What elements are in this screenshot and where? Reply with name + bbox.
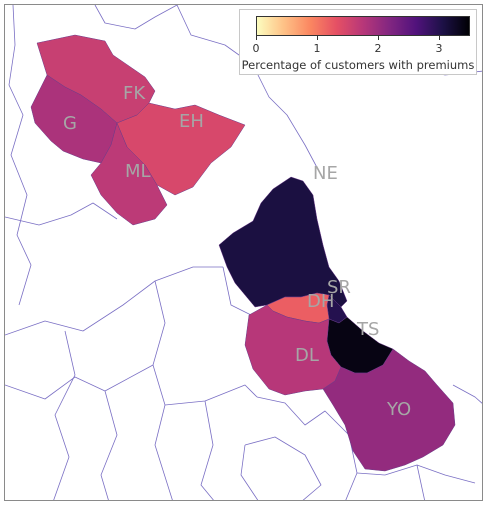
region-ml[interactable] <box>90 122 168 226</box>
label-ml: ML <box>125 161 151 182</box>
label-ts: TS <box>356 319 379 340</box>
tick-label-1: 1 <box>313 42 321 55</box>
map-frame: FK EH G ML NE SR DH TS DL YO 0 1 2 3 Per… <box>4 4 483 501</box>
label-eh: EH <box>179 111 204 132</box>
label-dh: DH <box>307 291 334 312</box>
tick-label-2: 2 <box>374 42 382 55</box>
colorbar <box>256 16 470 36</box>
region-dl[interactable] <box>244 304 342 396</box>
label-ne: NE <box>313 163 338 184</box>
label-fk: FK <box>123 83 146 104</box>
regions <box>30 34 456 472</box>
tick-label-3: 3 <box>435 42 443 55</box>
label-yo: YO <box>386 399 411 420</box>
tick-mark <box>378 36 379 40</box>
legend: 0 1 2 3 Percentage of customers with pre… <box>239 9 477 75</box>
background-boundaries <box>5 5 482 500</box>
tick-mark <box>439 36 440 40</box>
map-canvas[interactable]: FK EH G ML NE SR DH TS DL YO <box>5 5 483 501</box>
region-yo[interactable] <box>322 348 456 472</box>
tick-mark <box>317 36 318 40</box>
label-dl: DL <box>295 345 319 366</box>
region-g[interactable] <box>30 74 118 164</box>
label-g: G <box>63 113 77 134</box>
legend-title: Percentage of customers with premiums <box>241 58 475 72</box>
label-sr: SR <box>327 277 351 298</box>
region-labels: FK EH G ML NE SR DH TS DL YO <box>63 83 411 420</box>
tick-label-0: 0 <box>252 42 260 55</box>
tick-mark <box>256 36 257 40</box>
